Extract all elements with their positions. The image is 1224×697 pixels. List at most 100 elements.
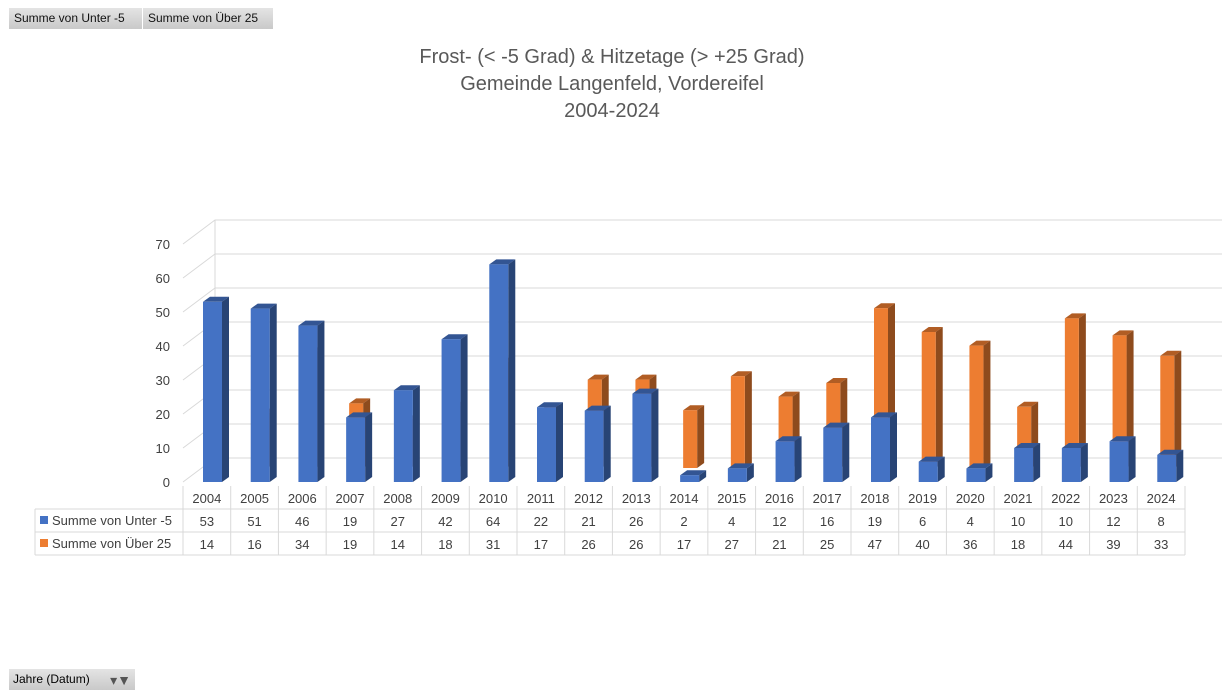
gridline	[182, 287, 1222, 313]
table-value: 40	[915, 537, 929, 552]
bar-unter-minus5-side	[651, 388, 659, 482]
pivot-field-unter[interactable]: Summe von Unter -5	[9, 8, 142, 29]
filter-button-jahre[interactable]: Jahre (Datum) ▾▼	[9, 669, 135, 690]
table-value: 19	[343, 537, 357, 552]
table-value: 8	[1158, 514, 1165, 529]
table-value: 33	[1154, 537, 1168, 552]
x-category-label: 2017	[813, 491, 842, 506]
x-category-label: 2005	[240, 491, 269, 506]
x-category-label: 2013	[622, 491, 651, 506]
bar-unter-minus5-top	[727, 463, 754, 469]
x-category-label: 2021	[1004, 491, 1033, 506]
table-value: 53	[200, 514, 214, 529]
x-category-label: 2024	[1147, 491, 1176, 506]
bar-unter-minus5-top	[346, 412, 373, 418]
table-value: 2	[680, 514, 687, 529]
bar-ueber-25	[921, 332, 936, 468]
bar-unter-minus5-top	[966, 463, 993, 469]
pivot-field-ueber[interactable]: Summe von Über 25	[143, 8, 273, 29]
bar-unter-minus5-side	[317, 320, 325, 482]
table-value: 22	[534, 514, 548, 529]
table-value: 19	[343, 514, 357, 529]
bar-unter-minus5	[393, 390, 413, 482]
bar-unter-minus5-side	[985, 463, 993, 482]
x-category-label: 2008	[383, 491, 412, 506]
table-value: 17	[677, 537, 691, 552]
bar-ueber-25-side	[744, 371, 752, 468]
bar-unter-minus5-side	[1033, 443, 1041, 482]
bar-unter-minus5-side	[890, 412, 897, 482]
legend-label: Summe von Unter -5	[52, 513, 172, 528]
bar-unter-minus5-top	[632, 388, 659, 394]
bar-unter-minus5-top	[1157, 449, 1184, 455]
table-value: 18	[438, 537, 452, 552]
title-line-3: 2004-2024	[564, 100, 660, 122]
x-category-label: 2012	[574, 491, 603, 506]
bar-unter-minus5-side	[412, 385, 420, 482]
bar-unter-minus5-top	[441, 334, 468, 340]
bar-unter-minus5	[1061, 448, 1081, 482]
x-category-label: 2007	[336, 491, 365, 506]
table-value: 64	[486, 514, 500, 529]
bar-ueber-25-side	[935, 327, 943, 468]
bar-unter-minus5-top	[537, 402, 563, 408]
bar-unter-minus5-side	[746, 463, 754, 482]
bar-unter-minus5	[1157, 454, 1177, 482]
bar-unter-minus5	[680, 475, 700, 482]
bar-unter-minus5-side	[1176, 449, 1184, 482]
x-category-label: 2009	[431, 491, 460, 506]
bar-unter-minus5	[1109, 441, 1129, 482]
bar-unter-minus5-side	[1080, 443, 1088, 482]
x-category-label: 2022	[1051, 491, 1080, 506]
y-tick-label: 30	[156, 373, 170, 388]
x-category-label: 2011	[527, 491, 555, 506]
y-tick-label: 40	[156, 339, 170, 354]
bar-unter-minus5-side	[842, 422, 850, 482]
table-value: 10	[1011, 514, 1025, 529]
bar-unter-minus5-side	[508, 259, 516, 482]
table-value: 16	[247, 537, 261, 552]
bar-ueber-25-side	[983, 340, 991, 468]
bar-unter-minus5-top	[298, 320, 325, 326]
bar-unter-minus5	[775, 441, 795, 482]
table-value: 51	[247, 514, 261, 529]
table-value: 44	[1058, 537, 1072, 552]
legend-label: Summe von Über 25	[52, 536, 171, 551]
bar-unter-minus5-top	[775, 436, 802, 442]
bar-unter-minus5-top	[1014, 443, 1041, 448]
legend-key	[40, 516, 48, 524]
table-value: 14	[200, 537, 214, 552]
bar-unter-minus5-top	[584, 405, 611, 411]
table-value: 12	[1106, 514, 1120, 529]
table-value: 39	[1106, 537, 1120, 552]
x-category-label: 2006	[288, 491, 317, 506]
bar-unter-minus5-side	[794, 436, 802, 482]
y-tick-label: 60	[156, 271, 170, 286]
bar-unter-minus5-side	[603, 405, 611, 482]
bar-unter-minus5-top	[680, 470, 707, 476]
bar-unter-minus5	[441, 339, 461, 482]
bar-unter-minus5-top	[1061, 443, 1088, 448]
x-category-label: 2004	[192, 491, 221, 506]
filter-dropdown-icon: ▾▼	[110, 672, 131, 688]
table-value: 10	[1058, 514, 1072, 529]
table-value: 17	[534, 537, 548, 552]
bar-unter-minus5	[489, 264, 509, 482]
table-value: 46	[295, 514, 309, 529]
bar-unter-minus5	[966, 468, 986, 482]
table-value: 21	[581, 514, 595, 529]
x-category-label: 2019	[908, 491, 937, 506]
bar-unter-minus5-side	[699, 470, 707, 482]
table-value: 25	[820, 537, 834, 552]
table-value: 27	[724, 537, 738, 552]
bar-ueber-25	[1064, 318, 1079, 468]
bar-unter-minus5-top	[871, 412, 897, 418]
table-value: 6	[919, 514, 926, 529]
table-value: 4	[728, 514, 735, 529]
bar-unter-minus5-side	[1128, 436, 1136, 482]
table-value: 14	[390, 537, 404, 552]
bar-unter-minus5	[632, 393, 652, 482]
bar-unter-minus5-top	[203, 296, 229, 302]
table-value: 19	[868, 514, 882, 529]
